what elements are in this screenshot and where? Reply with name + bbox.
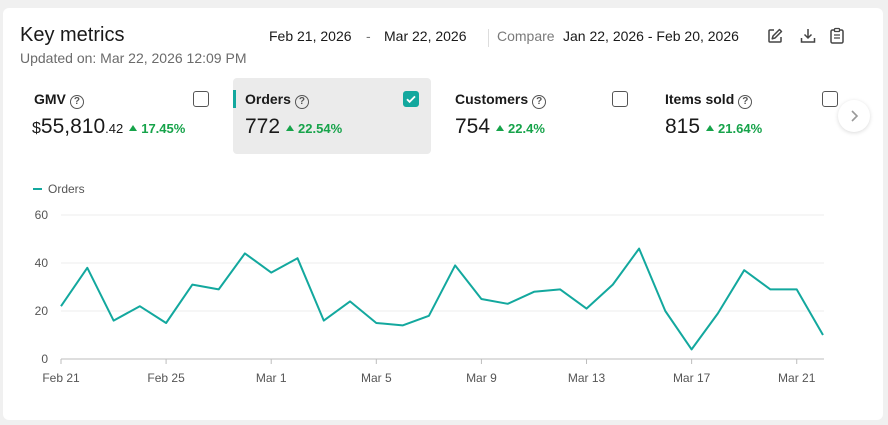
header-divider	[488, 29, 489, 47]
check-icon	[406, 95, 416, 104]
orders-series-line	[60, 247, 824, 351]
y-tick-label: 60	[35, 208, 49, 222]
orders-data-point	[637, 246, 642, 251]
orders-data-point	[794, 287, 799, 292]
orders-data-point	[374, 321, 379, 326]
orders-data-point	[242, 251, 247, 256]
help-icon[interactable]: ?	[294, 95, 309, 109]
metric-value: 815 21.64%	[665, 115, 763, 138]
selected-indicator	[233, 90, 236, 108]
page-title: Key metrics	[20, 24, 125, 46]
up-arrow-icon	[129, 125, 138, 131]
compare-date-range[interactable]: Jan 22, 2026 - Feb 20, 2026	[563, 28, 739, 44]
orders-data-point	[111, 318, 116, 323]
change-badge: 17.45%	[129, 121, 185, 136]
orders-data-point	[584, 306, 589, 311]
orders-data-point	[295, 256, 300, 261]
y-tick-label: 40	[35, 256, 49, 270]
orders-data-point	[164, 321, 169, 326]
orders-data-point	[505, 301, 510, 306]
orders-data-point	[610, 282, 615, 287]
date-range-separator: -	[366, 28, 371, 44]
y-tick-label: 20	[35, 304, 49, 318]
up-arrow-icon	[496, 125, 505, 131]
orders-data-point	[689, 347, 694, 352]
metric-value: 772 22.54%	[245, 115, 343, 138]
x-tick-label: Mar 1	[256, 371, 287, 385]
next-metrics-button[interactable]	[838, 100, 870, 132]
clipboard-icon[interactable]	[828, 27, 846, 45]
x-tick-label: Mar 21	[778, 371, 816, 385]
orders-data-point	[216, 287, 221, 292]
metric-checkbox-orders[interactable]	[403, 91, 419, 107]
chart-legend: Orders	[33, 182, 85, 196]
date-range-start[interactable]: Feb 21, 2026	[269, 28, 352, 44]
metric-card-gmv[interactable]: GMV? $55,810.42 17.45%	[22, 78, 220, 154]
chevron-right-icon	[851, 110, 859, 122]
metric-label: Customers?	[455, 91, 547, 109]
x-tick-label: Mar 17	[673, 371, 711, 385]
orders-data-point	[85, 265, 90, 270]
orders-data-point	[348, 299, 353, 304]
orders-data-point	[821, 333, 826, 338]
x-tick-label: Mar 5	[361, 371, 392, 385]
metric-label: GMV?	[34, 91, 84, 109]
orders-data-point	[715, 311, 720, 316]
x-tick-label: Feb 21	[42, 371, 80, 385]
orders-data-point	[426, 313, 431, 318]
orders-data-point	[531, 289, 536, 294]
updated-timestamp: Updated on: Mar 22, 2026 12:09 PM	[20, 50, 247, 66]
orders-data-point	[742, 268, 747, 273]
orders-data-point	[558, 287, 563, 292]
x-tick-label: Mar 9	[466, 371, 497, 385]
help-icon[interactable]: ?	[532, 95, 547, 109]
date-range-end[interactable]: Mar 22, 2026	[384, 28, 467, 44]
change-badge: 22.54%	[286, 121, 342, 136]
metric-checkbox-gmv[interactable]	[193, 91, 209, 107]
metric-card-orders[interactable]: Orders? 772 22.54%	[233, 78, 431, 154]
metric-value: $55,810.42 17.45%	[32, 115, 186, 138]
metric-label: Orders?	[245, 91, 309, 109]
orders-data-point	[768, 287, 773, 292]
help-icon[interactable]: ?	[69, 95, 84, 109]
metric-checkbox-items-sold[interactable]	[822, 91, 838, 107]
metric-card-items-sold[interactable]: Items sold? 815 21.64%	[653, 78, 839, 154]
x-tick-label: Mar 13	[568, 371, 606, 385]
orders-data-point	[137, 304, 142, 309]
metric-checkbox-customers[interactable]	[612, 91, 628, 107]
orders-data-point	[59, 304, 64, 309]
orders-data-point	[479, 297, 484, 302]
key-metrics-card	[3, 8, 883, 420]
edit-icon[interactable]	[766, 27, 784, 45]
up-arrow-icon	[286, 125, 295, 131]
change-badge: 22.4%	[496, 121, 545, 136]
orders-data-point	[453, 263, 458, 268]
change-badge: 21.64%	[706, 121, 762, 136]
y-tick-label: 0	[41, 352, 48, 366]
orders-data-point	[190, 282, 195, 287]
x-tick-label: Feb 25	[147, 371, 185, 385]
orders-data-point	[663, 309, 668, 314]
up-arrow-icon	[706, 125, 715, 131]
orders-data-point	[400, 323, 405, 328]
orders-data-point	[321, 318, 326, 323]
metric-card-customers[interactable]: Customers? 754 22.4%	[443, 78, 641, 154]
download-icon[interactable]	[799, 27, 817, 45]
metric-label: Items sold?	[665, 91, 753, 109]
compare-label: Compare	[497, 28, 555, 44]
metric-value: 754 22.4%	[455, 115, 545, 138]
help-icon[interactable]: ?	[738, 95, 753, 109]
orders-data-point	[269, 270, 274, 275]
legend-swatch	[33, 188, 42, 190]
